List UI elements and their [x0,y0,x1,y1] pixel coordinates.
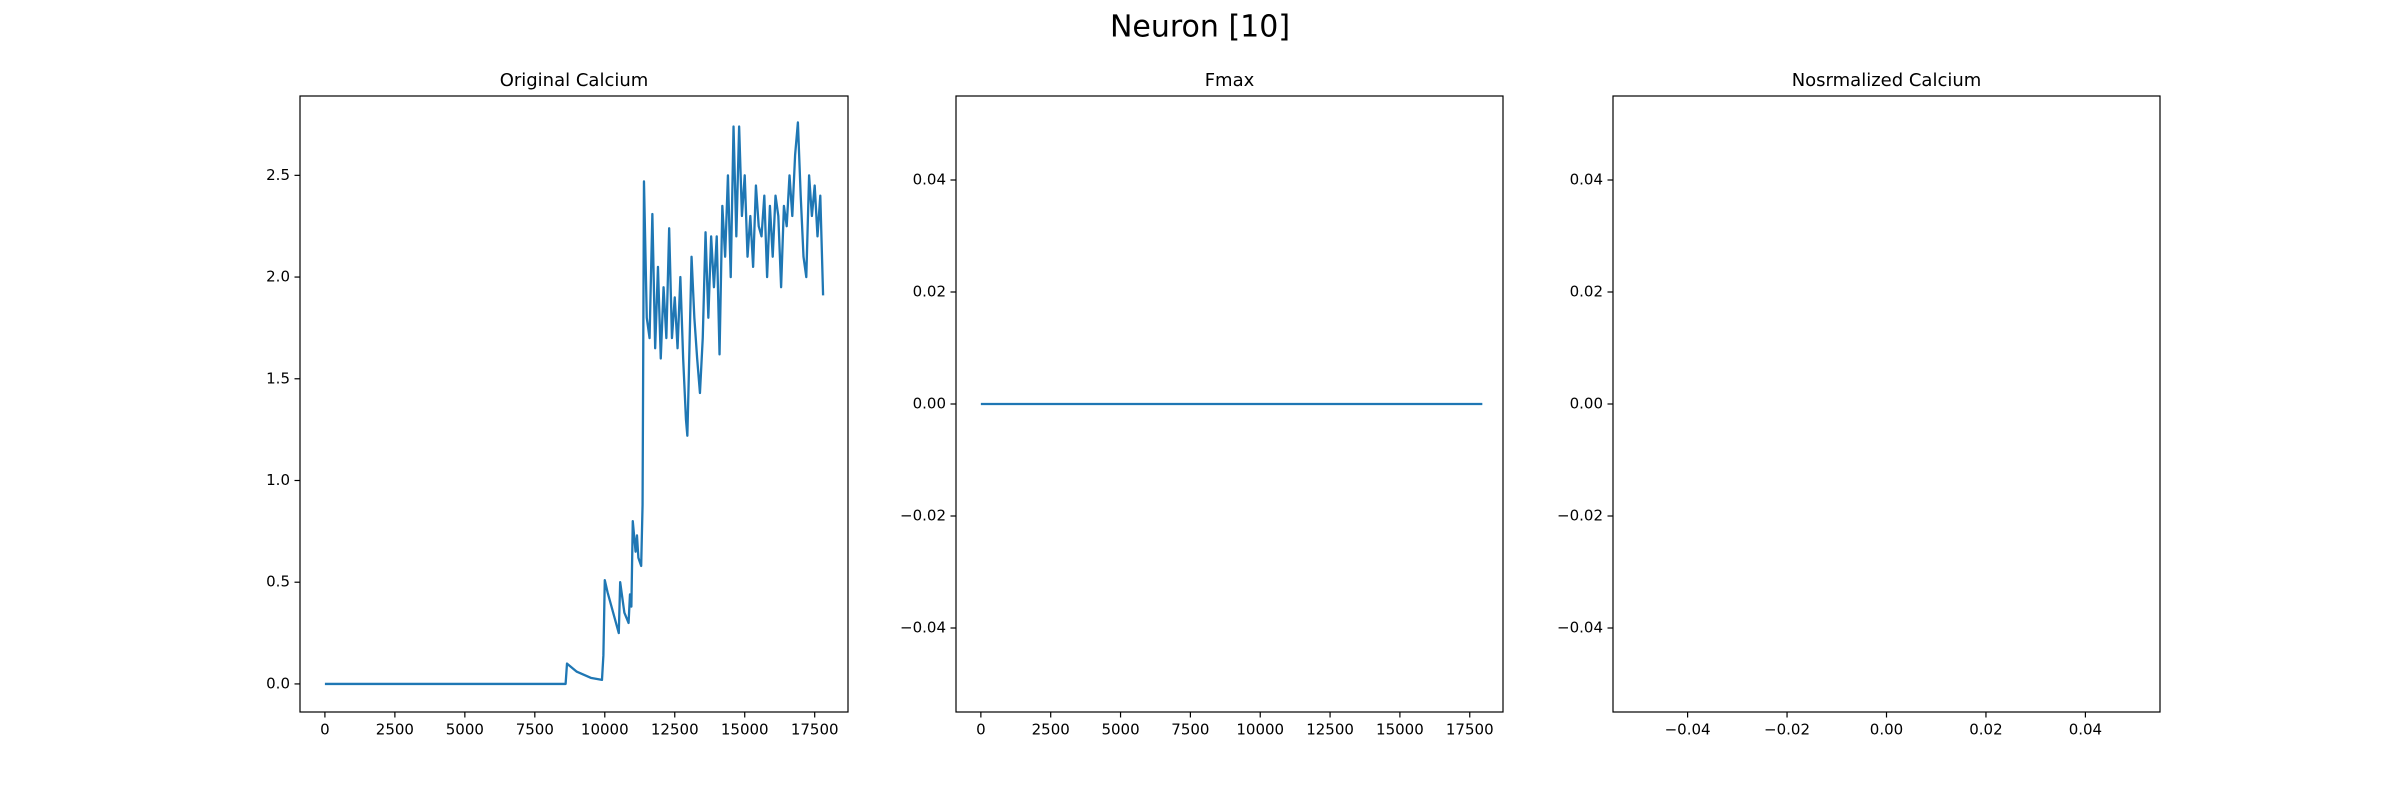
x-tick-label: −0.04 [1665,721,1711,739]
y-tick-label: 2.0 [266,268,290,286]
y-tick-label: 1.0 [266,471,290,489]
y-tick-label: 0.00 [1570,395,1603,413]
x-tick-label: 5000 [1101,721,1139,739]
y-tick-label: 2.5 [266,166,290,184]
x-tick-label: 0.00 [1870,721,1903,739]
y-tick-label: 0.5 [266,573,290,591]
x-tick-label: 12500 [651,721,699,739]
figure-title: Neuron [10] [1110,10,1290,45]
x-tick-label: 7500 [1171,721,1209,739]
x-tick-label: 7500 [516,721,554,739]
x-tick-label: 0.04 [2069,721,2102,739]
x-tick-label: 10000 [581,721,629,739]
x-tick-label: 5000 [446,721,484,739]
x-tick-label: 2500 [1032,721,1070,739]
x-tick-label: 15000 [1376,721,1424,739]
x-tick-label: 17500 [791,721,839,739]
x-tick-label: 10000 [1236,721,1284,739]
y-tick-label: 0.04 [913,171,946,189]
x-tick-label: 0 [320,721,330,739]
x-tick-label: 12500 [1306,721,1354,739]
x-tick-label: −0.02 [1764,721,1810,739]
axes-frame [299,95,849,713]
y-tick-label: 0.0 [266,674,290,692]
y-tick-label: −0.02 [900,507,946,525]
x-tick-label: 0.02 [1969,721,2002,739]
axes-frame [1612,95,2161,713]
y-tick-label: −0.04 [1557,619,1603,637]
y-tick-label: −0.02 [1557,507,1603,525]
y-tick-label: 0.02 [913,283,946,301]
subplot-title: Nosrmalized Calcium [1792,70,1982,91]
data-line [324,121,825,686]
subplot-title: Original Calcium [500,70,649,91]
axes-frame [955,95,1504,713]
y-tick-label: 1.5 [266,369,290,387]
subplot-title: Fmax [1205,70,1255,91]
y-tick-label: 0.04 [1570,171,1603,189]
y-tick-label: −0.04 [900,619,946,637]
y-tick-label: 0.02 [1570,283,1603,301]
x-tick-label: 2500 [376,721,414,739]
x-tick-label: 0 [976,721,986,739]
y-tick-label: 0.00 [913,395,946,413]
x-tick-label: 15000 [721,721,769,739]
x-tick-label: 17500 [1446,721,1494,739]
